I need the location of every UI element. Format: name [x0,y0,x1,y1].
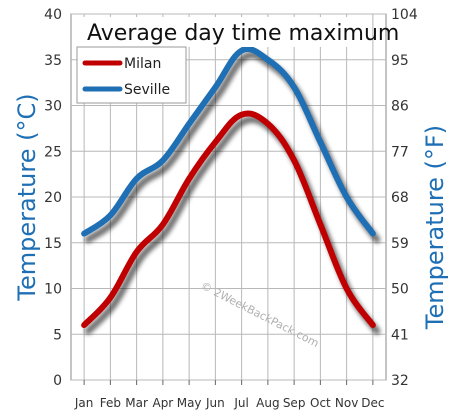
x-tick-label: Sep [283,396,306,410]
y-tick-left: 40 [44,7,62,23]
x-tick-label: Feb [100,396,121,410]
series-line-milan [81,110,376,329]
y-tick-left: 0 [53,373,62,389]
x-tick-label: Jun [205,396,225,410]
y-tick-right: 86 [391,99,409,115]
title-box: Average day time maximum [77,17,399,47]
legend: Milan Seville [76,46,187,104]
y-tick-right: 68 [391,190,409,206]
y-tick-left: 10 [44,282,62,298]
x-tick-label: Jan [74,396,94,410]
y-axis-label-right: Temperature (°F) [421,125,449,330]
y-tick-right: 95 [391,53,409,69]
y-tick-left: 20 [44,190,62,206]
y-tick-right: 32 [391,373,409,389]
chart-title: Average day time maximum [87,21,399,46]
y-tick-right: 41 [391,327,409,343]
y-tick-left: 15 [44,236,62,252]
y-tick-left: 30 [44,99,62,115]
y-tick-right: 50 [391,282,409,298]
y-tick-left: 25 [44,144,62,160]
legend-label-seville: Seville [124,82,170,98]
axes: 0 32 5 41 10 50 15 59 20 68 25 77 30 86 35 95 40 104 Jan Fe… [44,7,418,410]
x-tick-label: Mar [125,396,148,410]
x-tick-label: Oct [310,396,331,410]
y-tick-left: 35 [44,53,62,69]
y-axis-label-left: Temperature (°C) [13,93,41,301]
series-lines [81,46,381,335]
y-tick-right: 59 [391,236,409,252]
legend-label-milan: Milan [124,56,161,72]
x-tick-label: Dec [361,396,384,410]
y-tick-right: 104 [391,7,418,23]
y-tick-left: 5 [53,327,62,343]
x-tick-label: Jul [233,396,248,410]
series-line-seville [81,46,376,237]
x-tick-label: Nov [335,396,358,410]
x-tick-label: Aug [256,396,279,410]
x-tick-label: Apr [152,396,173,410]
y-tick-right: 77 [391,144,409,160]
x-tick-label: May [177,396,202,410]
